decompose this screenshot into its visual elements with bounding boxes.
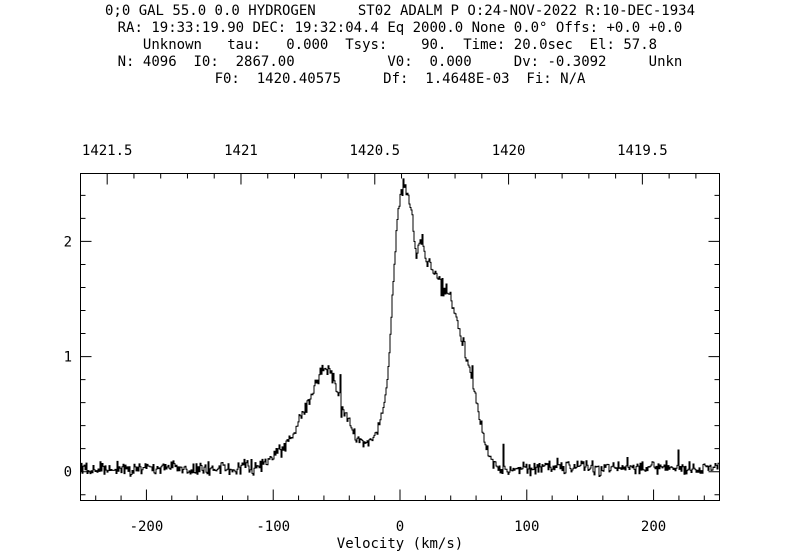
velocity-tick-label: 100 [514, 519, 539, 535]
header-line-calibration: Unknown tau: 0.000 Tsys: 90. Time: 20.0s… [142, 37, 658, 53]
header-line-coordinates: RA: 19:33:19.90 DEC: 19:32:04.4 Eq 2000.… [117, 20, 683, 36]
frequency-tick-label: 1420.5 [349, 143, 400, 159]
frequency-tick-label: 1421 [224, 143, 258, 159]
spectrum-trace [80, 178, 719, 477]
intensity-tick-label: 1 [64, 350, 72, 366]
velocity-tick-label: -200 [130, 519, 164, 535]
velocity-tick-label: 0 [396, 519, 404, 535]
header-line-frequency: F0: 1420.40575 Df: 1.4648E-03 Fi: N/A [214, 71, 586, 87]
header-line-source: 0;0 GAL 55.0 0.0 HYDROGEN ST02 ADALM P O… [104, 3, 695, 19]
axis-ticks [80, 173, 720, 501]
frequency-tick-label: 1421.5 [82, 143, 133, 159]
observation-header: 0;0 GAL 55.0 0.0 HYDROGEN ST02 ADALM P O… [0, 3, 800, 88]
frequency-tick-label: 1419.5 [617, 143, 668, 159]
velocity-tick-label: -100 [256, 519, 290, 535]
intensity-tick-label: 2 [64, 234, 72, 250]
x-axis-title: Velocity (km/s) [337, 536, 463, 552]
header-line-spectral: N: 4096 I0: 2867.00 V0: 0.000 Dv: -0.309… [117, 54, 683, 70]
frequency-tick-label: 1420 [492, 143, 526, 159]
intensity-tick-label: 0 [64, 465, 72, 481]
plot-frame [80, 173, 720, 501]
velocity-tick-label: 200 [641, 519, 666, 535]
axis-tick-labels: -200 -100 0 100 200 1421.5 1421 1420.5 1420 1419.… [64, 143, 668, 535]
